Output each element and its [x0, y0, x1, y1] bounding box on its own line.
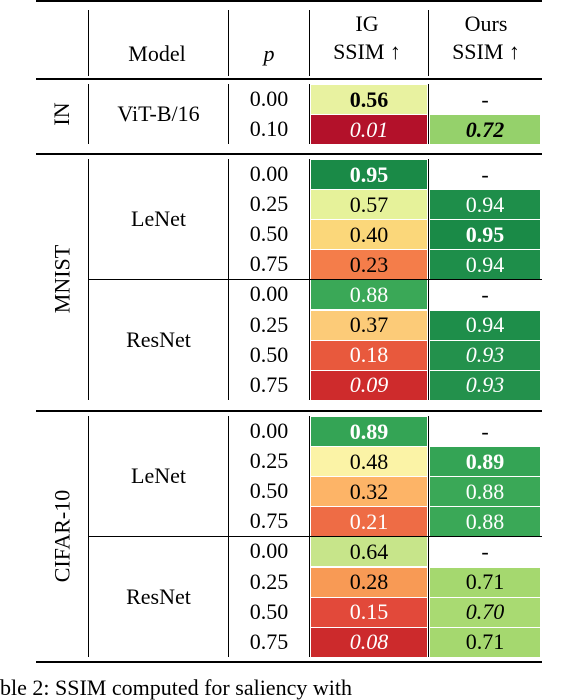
p-value: 0.00 [249, 161, 289, 187]
dataset-label: IN [48, 102, 74, 126]
p-value: 0.75 [249, 508, 289, 534]
p-value: 0.50 [249, 341, 289, 367]
header-column-divider [228, 10, 229, 76]
ig-ssim-cell: 0.21 [311, 507, 427, 537]
ig-ssim-cell: 0.09 [311, 370, 427, 400]
ig-ssim-cell: 0.95 [311, 160, 427, 190]
ours-ssim-cell: - [481, 418, 489, 444]
table-caption: ble 2: SSIM computed for saliency with [0, 676, 352, 700]
ig-ssim-cell: 0.37 [311, 310, 427, 340]
p-value: 0.00 [249, 281, 289, 307]
header-column-divider [428, 10, 429, 76]
ours-ssim-cell: 0.70 [430, 597, 540, 627]
ours-ssim-cell: 0.72 [430, 115, 540, 145]
ig-ssim-cell: 0.48 [311, 447, 427, 477]
ig-ssim-cell: 0.01 [311, 115, 427, 145]
ours-ssim-cell: - [481, 86, 489, 112]
ig-ssim-cell: 0.23 [311, 250, 427, 280]
p-value: 0.25 [249, 191, 289, 217]
p-value: 0.50 [249, 478, 289, 504]
column-divider [88, 84, 89, 145]
p-value: 0.00 [249, 86, 289, 112]
header-model: Model [128, 41, 186, 66]
ours-ssim-cell: - [481, 538, 489, 564]
p-value: 0.00 [249, 418, 289, 444]
ig-ssim-cell: 0.18 [311, 340, 427, 370]
ig-ssim-cell: 0.15 [311, 597, 427, 627]
ig-ssim-cell: 0.32 [311, 477, 427, 507]
column-divider [228, 84, 229, 145]
column-divider [428, 84, 429, 145]
ours-ssim-cell: 0.88 [430, 477, 540, 507]
ig-ssim-cell: 0.56 [311, 85, 427, 115]
ig-ssim-cell: 0.64 [311, 537, 427, 567]
ig-ssim-cell: 0.88 [311, 280, 427, 310]
header-column-divider [309, 10, 310, 76]
column-divider [309, 84, 310, 145]
bottom-rule [36, 660, 542, 663]
p-value: 0.50 [249, 221, 289, 247]
ours-ssim-cell: 0.93 [430, 370, 540, 400]
header-p: p [263, 41, 275, 66]
ours-ssim-cell: 0.88 [430, 507, 540, 537]
p-value: 0.25 [249, 448, 289, 474]
p-value: 0.10 [249, 116, 289, 142]
p-value: 0.75 [249, 628, 289, 654]
ours-ssim-cell: - [481, 281, 489, 307]
header-rule [36, 78, 542, 80]
ours-ssim-cell: 0.93 [430, 340, 540, 370]
ig-ssim-cell: 0.57 [311, 190, 427, 220]
dataset-label: CIFAR-10 [49, 490, 75, 583]
header-column-divider [88, 10, 89, 76]
ig-ssim-cell: 0.89 [311, 417, 427, 447]
top-rule [36, 0, 542, 2]
dataset-label: MNIST [49, 245, 75, 314]
header-ig: IG SSIM ↑ [333, 11, 401, 64]
ours-ssim-cell: 0.94 [430, 310, 540, 340]
model-name: LeNet [131, 206, 186, 232]
p-value: 0.50 [249, 598, 289, 624]
p-value: 0.00 [249, 538, 289, 564]
group-rule [36, 410, 542, 412]
ig-ssim-cell: 0.28 [311, 567, 427, 597]
ours-ssim-cell: 0.89 [430, 447, 540, 477]
model-rule [88, 279, 542, 281]
ours-ssim-cell: 0.94 [430, 190, 540, 220]
model-name: ResNet [126, 583, 191, 609]
model-name: ViT-B/16 [117, 101, 200, 127]
p-value: 0.25 [249, 311, 289, 337]
ours-ssim-cell: 0.71 [430, 567, 540, 597]
header-ours: Ours SSIM ↑ [452, 11, 520, 64]
ours-ssim-cell: 0.94 [430, 250, 540, 280]
ours-ssim-cell: - [481, 161, 489, 187]
p-value: 0.75 [249, 251, 289, 277]
model-name: LeNet [131, 463, 186, 489]
ig-ssim-cell: 0.08 [311, 627, 427, 657]
p-value: 0.25 [249, 568, 289, 594]
model-rule [88, 536, 542, 538]
p-value: 0.75 [249, 371, 289, 397]
ours-ssim-cell: 0.95 [430, 220, 540, 250]
group-rule [36, 153, 542, 155]
ig-ssim-cell: 0.40 [311, 220, 427, 250]
model-name: ResNet [126, 326, 191, 352]
ours-ssim-cell: 0.71 [430, 627, 540, 657]
